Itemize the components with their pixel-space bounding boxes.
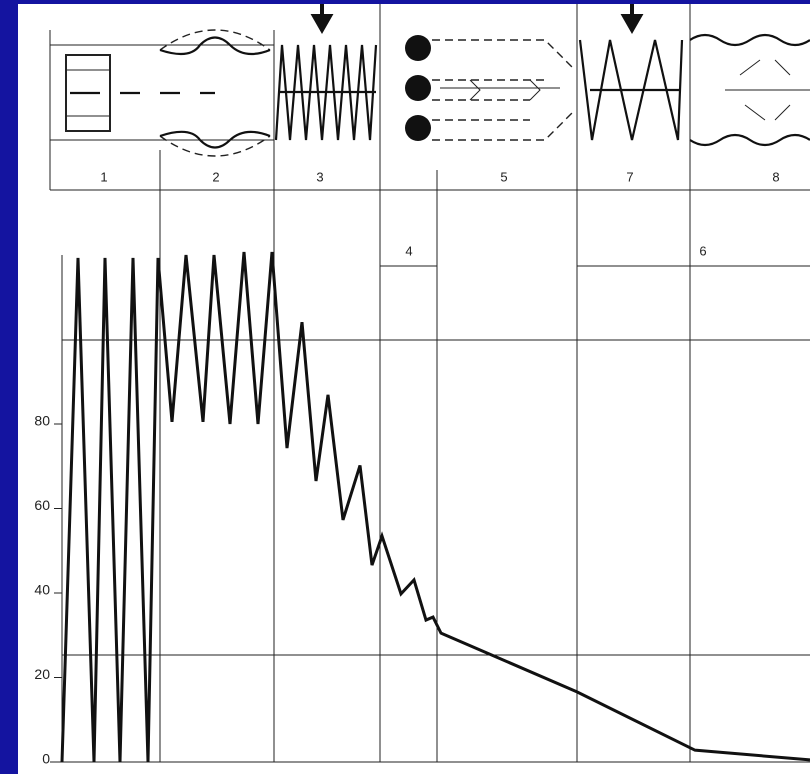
stage-label: 2: [212, 169, 219, 184]
stage-label: 5: [500, 169, 507, 184]
y-tick-label: 20: [34, 666, 50, 682]
chart: 12345678020406080: [0, 0, 810, 774]
y-tick-label: 60: [34, 497, 50, 513]
stage-label: 3: [316, 169, 323, 184]
y-tick-label: 40: [34, 582, 50, 598]
stage-label: 6: [699, 243, 706, 258]
stage-label: 4: [405, 243, 412, 258]
y-tick-label: 80: [34, 413, 50, 429]
stage-label: 1: [100, 169, 107, 184]
y-tick-label: 0: [42, 751, 50, 767]
stage-label: 7: [626, 169, 633, 184]
stage-label: 8: [772, 169, 779, 184]
